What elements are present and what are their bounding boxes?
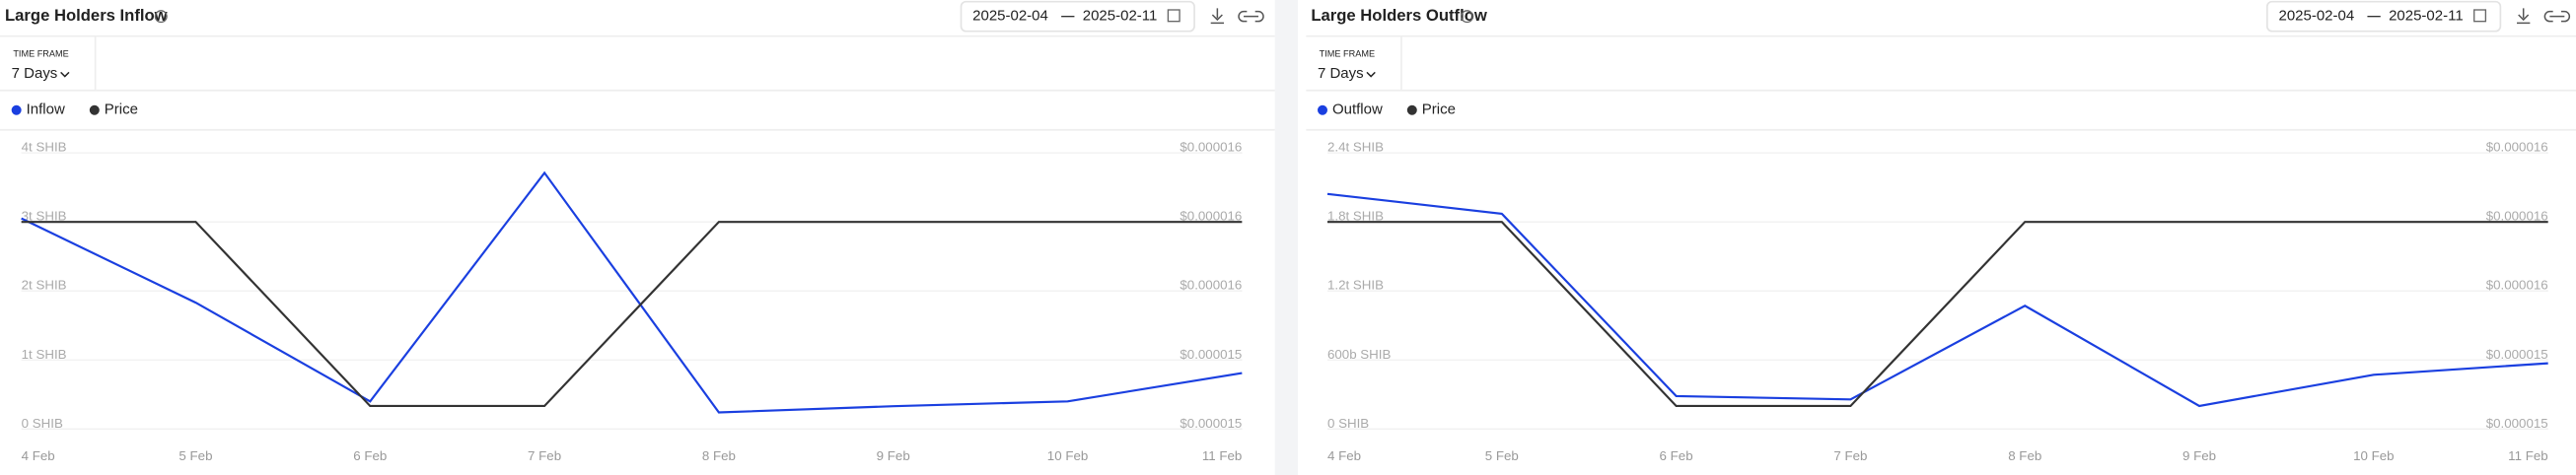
x-tick-label: 4 Feb [1327, 448, 1361, 463]
y2-tick-label: $0.000016 [1180, 140, 1242, 155]
y-tick-label: 1.2t SHIB [1327, 278, 1384, 293]
legend-label[interactable]: Outflow [1332, 102, 1383, 118]
date-range[interactable] [2265, 0, 2502, 33]
timeframe-value[interactable]: 7 Days [1318, 65, 1364, 82]
series-line [21, 170, 1243, 414]
x-tick-label: 10 Feb [1047, 448, 1088, 463]
y-tick-label: 2.4t SHIB [1327, 140, 1384, 155]
legend-dot [89, 104, 100, 115]
chart-title: Large Holders Outflow [1311, 6, 1487, 25]
x-tick-label: 7 Feb [528, 448, 561, 463]
legend-dot [1317, 104, 1327, 115]
x-tick-label: 9 Feb [877, 448, 910, 463]
calendar-icon[interactable] [2473, 9, 2487, 23]
calendar-icon[interactable] [1167, 9, 1181, 23]
timeframe-label: TIME FRAME [1320, 48, 1375, 58]
series-line [1326, 192, 2548, 408]
y-tick-label: 1t SHIB [22, 347, 67, 362]
y-tick-label: 0 SHIB [22, 416, 63, 431]
link-icon[interactable] [1238, 10, 1264, 23]
y2-tick-label: $0.000015 [1180, 416, 1242, 431]
x-tick-label: 8 Feb [702, 448, 736, 463]
link-icon[interactable] [2543, 10, 2571, 23]
help-icon[interactable] [154, 10, 168, 24]
x-tick-label: 10 Feb [2353, 448, 2394, 463]
download-icon[interactable] [1210, 8, 1225, 25]
legend-label[interactable]: Price [105, 102, 138, 118]
date-start: 2025-02-04 [2278, 8, 2354, 25]
chart-title: Large Holders Inflow [5, 6, 168, 25]
y-tick-label: 4t SHIB [22, 140, 67, 155]
y-tick-label: 600b SHIB [1327, 347, 1392, 362]
chevron [1366, 71, 1376, 78]
timeframe-label: TIME FRAME [13, 48, 68, 58]
chart-panel: Large Holders Inflow 2025-02-04 2025-02-11… [0, 0, 1275, 463]
y2-tick-label: $0.000016 [2486, 278, 2548, 293]
y-tick-label: 2t SHIB [22, 278, 67, 293]
chevron [60, 71, 70, 78]
x-tick-label: 11 Feb [1202, 448, 1242, 463]
x-tick-label: 6 Feb [1660, 448, 1693, 463]
x-tick-label: 9 Feb [2182, 448, 2216, 463]
chart-panel: Large Holders Outflow 2025-02-04 2025-02-1… [1306, 0, 2576, 463]
legend-dot [1406, 104, 1417, 115]
legend-label[interactable]: Price [1422, 102, 1456, 118]
date-end: 2025-02-11 [2389, 8, 2464, 25]
series-line [1326, 221, 2548, 408]
timeframe-value[interactable]: 7 Days [12, 65, 58, 82]
x-tick-label: 11 Feb [2508, 448, 2547, 463]
y-tick-label: 1.8t SHIB [1327, 209, 1384, 224]
x-tick-label: 5 Feb [1485, 448, 1519, 463]
y2-tick-label: $0.000016 [1180, 278, 1242, 293]
y2-tick-label: $0.000016 [1180, 209, 1242, 224]
legend-label[interactable]: Inflow [27, 102, 65, 118]
divider [1274, 0, 1298, 475]
x-tick-label: 4 Feb [22, 448, 55, 463]
legend-dot [11, 104, 22, 115]
y-tick-label: 0 SHIB [1327, 416, 1369, 431]
x-tick-label: 6 Feb [353, 448, 387, 463]
download-icon[interactable] [2517, 8, 2531, 25]
x-tick-label: 7 Feb [1833, 448, 1867, 463]
x-tick-label: 5 Feb [179, 448, 212, 463]
y2-tick-label: $0.000015 [2486, 416, 2548, 431]
date-end: 2025-02-11 [1083, 8, 1158, 25]
series-line [21, 221, 1243, 408]
date-start: 2025-02-04 [972, 8, 1048, 25]
y2-tick-label: $0.000015 [1180, 347, 1242, 362]
x-tick-label: 8 Feb [2008, 448, 2041, 463]
y-tick-label: 3t SHIB [22, 209, 67, 224]
y2-tick-label: $0.000015 [2486, 347, 2548, 362]
date-range[interactable] [960, 0, 1195, 33]
y2-tick-label: $0.000016 [2486, 140, 2548, 155]
help-icon[interactable] [1461, 10, 1474, 24]
y2-tick-label: $0.000016 [2486, 209, 2548, 224]
